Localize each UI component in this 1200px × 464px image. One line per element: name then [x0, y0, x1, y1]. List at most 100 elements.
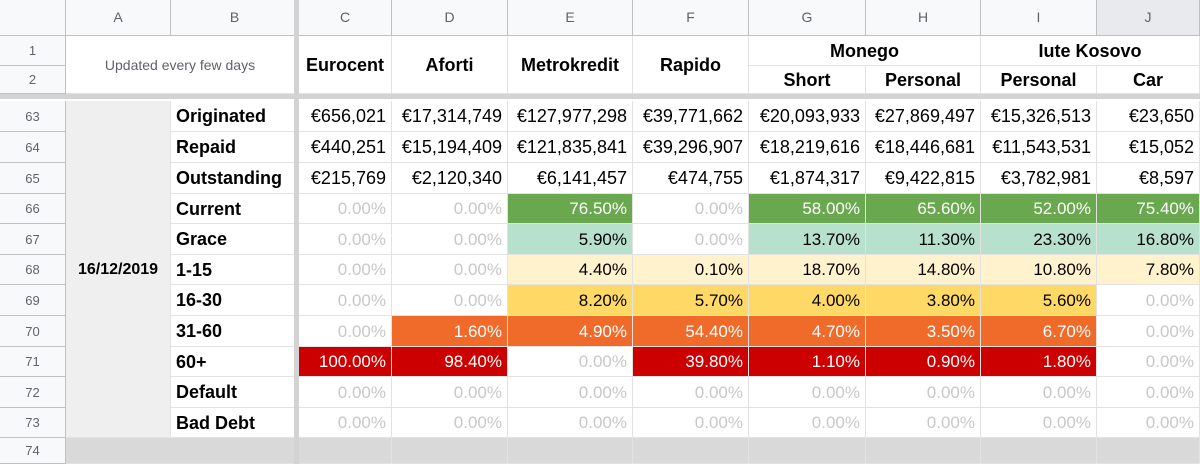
data-cell[interactable]: 23.30%	[981, 224, 1097, 255]
data-cell[interactable]: 0.00%	[392, 377, 508, 408]
sub-header-iute-kosovo-car[interactable]: Car	[1097, 66, 1200, 94]
data-cell[interactable]: 0.00%	[508, 347, 633, 377]
data-cell[interactable]: 4.00%	[749, 285, 866, 316]
data-cell[interactable]: 5.60%	[981, 285, 1097, 316]
data-cell[interactable]: €6,141,457	[508, 163, 633, 194]
date-cell[interactable]: 16/12/2019	[66, 101, 171, 438]
row-header-68[interactable]: 68	[0, 255, 66, 285]
column-header-c[interactable]: C	[299, 0, 392, 36]
data-cell[interactable]: 16.80%	[1097, 224, 1200, 255]
data-cell[interactable]: 13.70%	[749, 224, 866, 255]
row-header-65[interactable]: 65	[0, 163, 66, 194]
data-cell[interactable]: 5.70%	[633, 285, 749, 316]
data-cell[interactable]: 1.60%	[392, 316, 508, 347]
data-cell[interactable]: 14.80%	[866, 255, 981, 285]
data-cell[interactable]: 3.50%	[866, 316, 981, 347]
select-all-corner[interactable]	[0, 0, 66, 36]
data-cell[interactable]: 0.00%	[866, 408, 981, 438]
row-label-repaid[interactable]: Repaid	[171, 132, 299, 163]
data-cell[interactable]: 0.00%	[299, 255, 392, 285]
lender-header-eurocent[interactable]: Eurocent	[299, 36, 392, 94]
row-header-73[interactable]: 73	[0, 408, 66, 438]
column-header-h[interactable]: H	[866, 0, 981, 36]
row-label-originated[interactable]: Originated	[171, 101, 299, 132]
data-cell[interactable]: 18.70%	[749, 255, 866, 285]
data-cell[interactable]: €15,052	[1097, 132, 1200, 163]
data-cell[interactable]: €1,874,317	[749, 163, 866, 194]
sub-header-monego-personal[interactable]: Personal	[866, 66, 981, 94]
data-cell[interactable]: 11.30%	[866, 224, 981, 255]
grey-band-cell[interactable]	[1097, 438, 1200, 464]
data-cell[interactable]: 8.20%	[508, 285, 633, 316]
row-label-grace[interactable]: Grace	[171, 224, 299, 255]
row-label-bad-debt[interactable]: Bad Debt	[171, 408, 299, 438]
data-cell[interactable]: €11,543,531	[981, 132, 1097, 163]
column-header-g[interactable]: G	[749, 0, 866, 36]
row-label-60-[interactable]: 60+	[171, 347, 299, 377]
data-cell[interactable]: 0.00%	[981, 408, 1097, 438]
data-cell[interactable]: 100.00%	[299, 347, 392, 377]
data-cell[interactable]: 0.00%	[1097, 316, 1200, 347]
freeze-column-divider[interactable]	[294, 0, 299, 464]
row-label-1-15[interactable]: 1-15	[171, 255, 299, 285]
column-header-b[interactable]: B	[171, 0, 299, 36]
row-header-63[interactable]: 63	[0, 101, 66, 132]
data-cell[interactable]: 4.90%	[508, 316, 633, 347]
data-cell[interactable]: 0.00%	[866, 377, 981, 408]
data-cell[interactable]: €2,120,340	[392, 163, 508, 194]
data-cell[interactable]: €474,755	[633, 163, 749, 194]
lender-header-rapido[interactable]: Rapido	[633, 36, 749, 94]
freeze-row-divider[interactable]	[0, 94, 1200, 99]
data-cell[interactable]: 1.80%	[981, 347, 1097, 377]
grey-band-cell[interactable]	[749, 438, 866, 464]
data-cell[interactable]: 75.40%	[1097, 194, 1200, 224]
column-header-a[interactable]: A	[66, 0, 171, 36]
row-header-74[interactable]: 74	[0, 438, 66, 464]
row-header-67[interactable]: 67	[0, 224, 66, 255]
row-label-current[interactable]: Current	[171, 194, 299, 224]
column-header-j[interactable]: J	[1097, 0, 1200, 36]
data-cell[interactable]: 0.00%	[1097, 377, 1200, 408]
grey-band-cell[interactable]	[392, 438, 508, 464]
data-cell[interactable]: 0.00%	[299, 408, 392, 438]
data-cell[interactable]: 0.00%	[749, 408, 866, 438]
data-cell[interactable]: 5.90%	[508, 224, 633, 255]
row-header-66[interactable]: 66	[0, 194, 66, 224]
data-cell[interactable]: €3,782,981	[981, 163, 1097, 194]
data-cell[interactable]: €656,021	[299, 101, 392, 132]
data-cell[interactable]: 76.50%	[508, 194, 633, 224]
grey-band-cell[interactable]	[508, 438, 633, 464]
data-cell[interactable]: €8,597	[1097, 163, 1200, 194]
data-cell[interactable]: €18,446,681	[866, 132, 981, 163]
data-cell[interactable]: 0.00%	[508, 377, 633, 408]
data-cell[interactable]: 0.00%	[392, 408, 508, 438]
data-cell[interactable]: 65.60%	[866, 194, 981, 224]
data-cell[interactable]: €27,869,497	[866, 101, 981, 132]
data-cell[interactable]: 1.10%	[749, 347, 866, 377]
data-cell[interactable]: 39.80%	[633, 347, 749, 377]
data-cell[interactable]: 0.00%	[392, 194, 508, 224]
grey-band-cell[interactable]	[66, 438, 299, 464]
row-header-71[interactable]: 71	[0, 347, 66, 377]
data-cell[interactable]: 0.00%	[749, 377, 866, 408]
data-cell[interactable]: 10.80%	[981, 255, 1097, 285]
data-cell[interactable]: 4.70%	[749, 316, 866, 347]
row-label-outstanding[interactable]: Outstanding	[171, 163, 299, 194]
data-cell[interactable]: 3.80%	[866, 285, 981, 316]
row-header-69[interactable]: 69	[0, 285, 66, 316]
data-cell[interactable]: 0.00%	[633, 194, 749, 224]
data-cell[interactable]: 54.40%	[633, 316, 749, 347]
data-cell[interactable]: 0.00%	[299, 377, 392, 408]
data-cell[interactable]: 0.00%	[633, 408, 749, 438]
column-header-d[interactable]: D	[392, 0, 508, 36]
sub-header-iute-kosovo-personal[interactable]: Personal	[981, 66, 1097, 94]
data-cell[interactable]: €39,771,662	[633, 101, 749, 132]
data-cell[interactable]: 0.00%	[299, 224, 392, 255]
grey-band-cell[interactable]	[299, 438, 392, 464]
data-cell[interactable]: 98.40%	[392, 347, 508, 377]
data-cell[interactable]: €9,422,815	[866, 163, 981, 194]
row-header-64[interactable]: 64	[0, 132, 66, 163]
data-cell[interactable]: 0.00%	[1097, 285, 1200, 316]
data-cell[interactable]: €23,650	[1097, 101, 1200, 132]
data-cell[interactable]: 0.90%	[866, 347, 981, 377]
